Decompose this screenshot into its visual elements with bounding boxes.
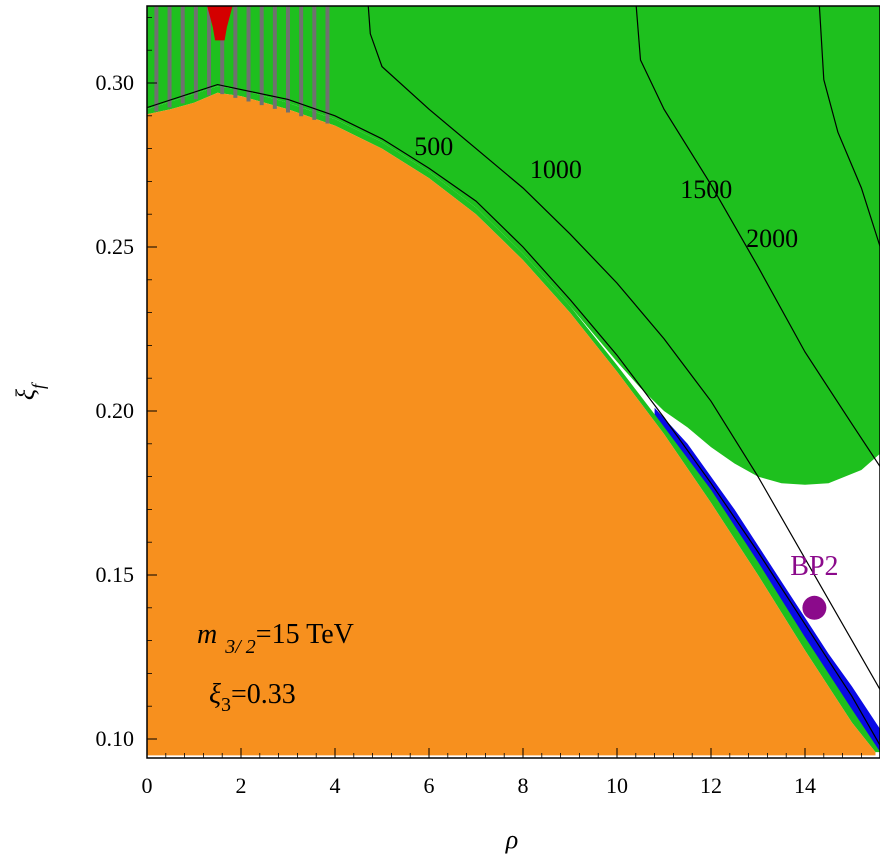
contour-line-3 [635, 6, 880, 468]
red-region [207, 6, 233, 41]
green-region [147, 6, 880, 485]
svg-text:m3/ 2=15 TeV: m 3/ 2=15 TeV [197, 619, 354, 658]
contour-label: 1500 [680, 175, 732, 204]
contour-line-1 [147, 83, 880, 746]
x-tick-label: 6 [424, 773, 435, 798]
x-tick-label: 14 [794, 773, 816, 798]
contour-labels: 500 1000 1500 2000 [414, 132, 798, 253]
y-axis-label: ξf [11, 381, 48, 400]
contour-lines [147, 6, 880, 746]
x-tick-label: 4 [330, 773, 341, 798]
contour-label: 1000 [530, 155, 582, 184]
orange-region [147, 92, 876, 756]
x-tick-label: 0 [142, 773, 153, 798]
x-axis-ticks: 0 2 4 6 8 10 12 14 [142, 748, 862, 798]
benchmark-point [802, 595, 827, 620]
svg-text:ξ3=0.33: ξ3=0.33 [209, 679, 296, 716]
y-tick-label: 0.20 [96, 398, 135, 423]
contour-label: 500 [414, 132, 453, 161]
y-tick-label: 0.25 [96, 234, 135, 259]
svg-text:ξf: ξf [11, 381, 48, 400]
plot-area: 500 1000 1500 2000 BP2 [147, 6, 880, 758]
contour-line-2 [367, 6, 880, 691]
x-tick-label: 2 [236, 773, 247, 798]
x-tick-label: 12 [700, 773, 722, 798]
x-tick-label: 10 [606, 773, 628, 798]
x-tick-label: 8 [518, 773, 529, 798]
mass-annotation: m 3/ 2=15 TeV [197, 619, 354, 658]
y-tick-label: 0.30 [96, 70, 135, 95]
contour-line-4 [818, 6, 880, 248]
contour-label: 2000 [746, 224, 798, 253]
benchmark-label: BP2 [790, 551, 838, 582]
x-axis-label: ρ [505, 825, 518, 854]
y-axis-ticks: 0.10 0.15 0.20 0.25 0.30 [96, 16, 157, 751]
y-tick-label: 0.15 [96, 562, 135, 587]
plot-frame [146, 5, 880, 759]
y-tick-label: 0.10 [96, 726, 135, 751]
xi3-annotation: ξ3=0.33 [209, 679, 296, 716]
